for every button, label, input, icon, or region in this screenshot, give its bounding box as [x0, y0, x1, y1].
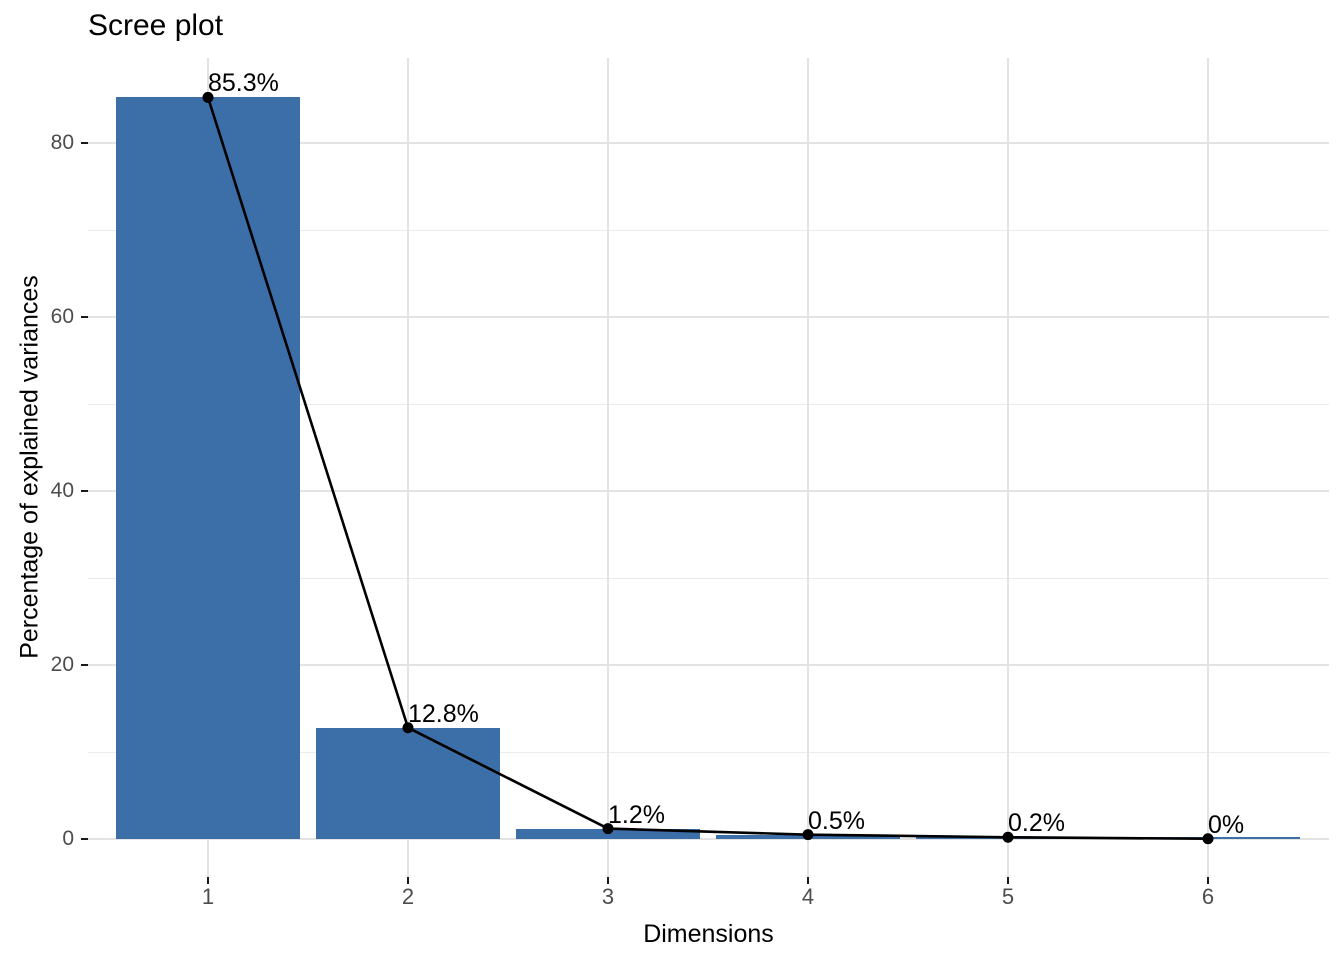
- x-tick-mark: [407, 877, 409, 884]
- bar: [316, 727, 500, 839]
- bar: [516, 828, 700, 839]
- v-gridline-major: [807, 58, 809, 877]
- y-tick-mark: [81, 838, 88, 840]
- x-tick-label: 5: [1001, 884, 1015, 909]
- x-tick-mark: [1007, 877, 1009, 884]
- y-tick-mark: [81, 316, 88, 319]
- v-gridline-major: [1007, 58, 1009, 877]
- plot-panel: 85.3% 12.8% 1.2% 0.5% 0.2% 0%: [88, 58, 1329, 877]
- x-tick-label: 4: [801, 884, 815, 909]
- x-axis-title: Dimensions: [643, 920, 774, 948]
- chart-title: Scree plot: [88, 9, 224, 42]
- y-tick-label: 60: [50, 305, 74, 329]
- x-tick-mark: [207, 877, 209, 884]
- y-tick-mark: [81, 664, 88, 667]
- x-tick-mark: [1207, 877, 1209, 884]
- x-tick-label: 3: [601, 884, 615, 909]
- point-label: 12.8%: [408, 699, 479, 728]
- y-tick-mark: [81, 490, 88, 493]
- x-tick-label: 1: [201, 884, 215, 909]
- bar: [716, 834, 900, 839]
- x-tick-mark: [807, 877, 809, 884]
- y-axis-title: Percentage of explained variances: [15, 275, 44, 659]
- y-tick-label: 20: [50, 653, 74, 677]
- y-tick-mark: [81, 142, 88, 145]
- point-label: 0%: [1208, 810, 1245, 839]
- x-tick-label: 6: [1201, 884, 1215, 909]
- y-tick-label: 80: [50, 131, 74, 155]
- bar: [116, 97, 300, 839]
- y-tick-label: 40: [50, 479, 74, 503]
- point-label: 1.2%: [608, 800, 665, 829]
- point-label: 85.3%: [208, 69, 279, 98]
- point-label: 0.2%: [1008, 809, 1065, 838]
- x-tick-mark: [607, 877, 609, 884]
- v-gridline-major: [1207, 58, 1209, 877]
- point-label: 0.5%: [808, 806, 865, 835]
- v-gridline-major: [607, 58, 609, 877]
- x-tick-label: 2: [401, 884, 415, 909]
- bar: [916, 837, 1100, 839]
- y-tick-label: 0: [62, 827, 74, 850]
